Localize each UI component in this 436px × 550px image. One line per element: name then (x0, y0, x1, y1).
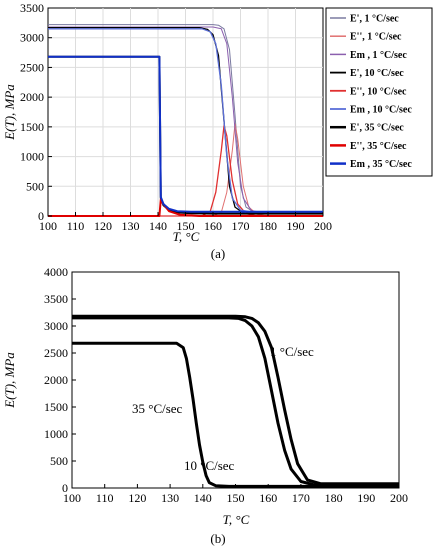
x-tick-label: 170 (292, 491, 310, 505)
x-tick-label: 120 (128, 491, 146, 505)
y-tick-label: 3500 (20, 1, 44, 15)
x-tick-label: 150 (227, 491, 245, 505)
legend-entry: E'', 1 °C/sec (350, 32, 402, 43)
panel-b-chart: 100 110 120 130 140 150 160 170 180 190 200 0 500 10… (2, 265, 408, 546)
x-tick-label: 140 (194, 491, 212, 505)
x-tick-label: 200 (314, 219, 332, 233)
x-tick-label: 110 (96, 491, 114, 505)
x-tick-label: 100 (39, 219, 57, 233)
x-tick-label: 180 (325, 491, 343, 505)
y-tick-label: 2500 (44, 346, 68, 360)
series-line-1 (72, 314, 399, 486)
y-tick-label: 1500 (20, 120, 44, 134)
panel-b-label: (b) (210, 531, 225, 546)
legend-entry: E'', 35 °C/sec (350, 141, 407, 152)
x-tick-label: 130 (161, 491, 179, 505)
panel-a-chart: 100 110 120 130 140 150 160 170 180 190 200 0 500 10… (2, 1, 433, 261)
series-line-3 (72, 341, 399, 488)
y-tick-label: 1000 (20, 150, 44, 164)
annotation-1-c-per-sec: 1 °C/sec (270, 344, 314, 359)
y-tick-label: 500 (50, 454, 68, 468)
panel-a-label: (a) (211, 246, 225, 261)
x-tick-label: 160 (204, 219, 222, 233)
legend-entry: Em , 10 °C/sec (350, 105, 412, 116)
y-tick-label: 500 (26, 179, 44, 193)
legend-entry: E', 10 °C/sec (350, 68, 404, 79)
legend-entry: E'', 10 °C/sec (350, 86, 407, 97)
x-tick-label: 100 (63, 491, 81, 505)
x-tick-label: 170 (232, 219, 250, 233)
series-line-9 (48, 55, 323, 213)
x-tick-label: 190 (287, 219, 305, 233)
panel-a-y-axis-label: E(T), MPa (2, 84, 17, 141)
legend-entry: E', 1 °C/sec (350, 14, 399, 25)
x-tick-label: 130 (122, 219, 140, 233)
panel-a-series (48, 24, 323, 217)
x-tick-label: 150 (177, 219, 195, 233)
y-tick-label: 4000 (44, 265, 68, 279)
x-tick-label: 140 (149, 219, 167, 233)
panel-b-y-ticks: 0 500 1000 1500 2000 2500 3000 3500 4000 (44, 265, 76, 495)
panel-b-x-ticks: 100 110 120 130 140 150 160 170 180 190 200 (63, 484, 408, 505)
x-tick-label: 190 (357, 491, 375, 505)
panel-b-series (72, 314, 399, 488)
y-tick-label: 2000 (44, 373, 68, 387)
y-tick-label: 0 (38, 209, 44, 223)
y-tick-label: 1000 (44, 427, 68, 441)
y-tick-label: 3000 (20, 31, 44, 45)
panel-b-y-axis-label: E(T), MPa (2, 352, 17, 409)
panel-a-legend: E', 1 °C/sec E'', 1 °C/sec Em , 1 °C/sec E'… (330, 14, 412, 170)
x-tick-label: 120 (94, 219, 112, 233)
y-tick-label: 2000 (20, 90, 44, 104)
panel-a-x-ticks: 100 110 120 130 140 150 160 170 180 190 200 (39, 212, 332, 233)
x-tick-label: 200 (390, 491, 408, 505)
y-tick-label: 0 (62, 481, 68, 495)
y-tick-label: 2500 (20, 60, 44, 74)
legend-entry: E', 35 °C/sec (350, 123, 404, 134)
annotation-10-c-per-sec: 10 °C/sec (184, 458, 235, 473)
panel-a-y-ticks: 0 500 1000 1500 2000 2500 3000 3500 (20, 1, 52, 223)
panel-b-x-axis-label: T, °C (223, 512, 250, 527)
panel-a-x-axis-label: T, °C (173, 229, 200, 244)
series-line-2 (72, 316, 399, 487)
x-tick-label: 110 (67, 219, 85, 233)
x-tick-label: 160 (259, 491, 277, 505)
panel-b-plot-area (71, 271, 400, 489)
y-tick-label: 3500 (44, 292, 68, 306)
x-tick-label: 180 (259, 219, 277, 233)
legend-entry: Em , 35 °C/sec (350, 159, 412, 170)
annotation-35-c-per-sec: 35 °C/sec (132, 401, 183, 416)
y-tick-label: 1500 (44, 400, 68, 414)
y-tick-label: 3000 (44, 319, 68, 333)
legend-entry: Em , 1 °C/sec (350, 50, 407, 61)
